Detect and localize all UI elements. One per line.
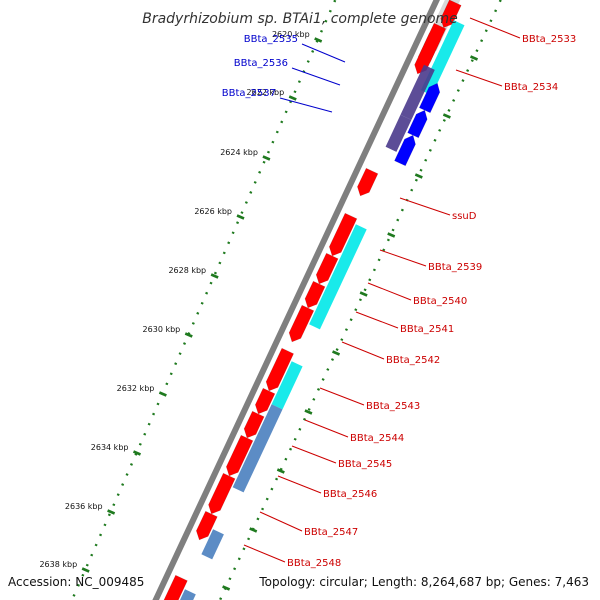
outer-tick-mark bbox=[249, 527, 258, 533]
forward-cds-bar bbox=[309, 224, 367, 330]
kbp-ticks: 2620 kbp 2622 kbp 2624 kbp 2626 kbp 2628 kbp… bbox=[39, 30, 479, 591]
forward-gene-arrow bbox=[288, 304, 315, 343]
label-leader-line bbox=[341, 341, 385, 360]
gene-label: BBta_2543 bbox=[366, 401, 420, 412]
forward-gene-arrow bbox=[440, 0, 462, 28]
gene-label: BBta_2544 bbox=[350, 433, 404, 444]
kbp-tick-mark bbox=[288, 95, 297, 101]
reverse-gene-arrow bbox=[407, 109, 428, 139]
outer-tick-mark bbox=[222, 585, 231, 591]
forward-gene-arrow bbox=[225, 434, 254, 477]
label-leader-line bbox=[259, 511, 303, 532]
map-title: Bradyrhizobium sp. BTAi1, complete genom… bbox=[142, 11, 458, 27]
kbp-tick-mark bbox=[81, 567, 90, 573]
outer-tick-mark bbox=[470, 55, 479, 61]
gene-label: BBta_2545 bbox=[338, 459, 392, 470]
label-leaders bbox=[243, 17, 521, 563]
kbp-tick-mark bbox=[184, 332, 193, 338]
label-leader-line bbox=[379, 249, 427, 267]
outer-tick-mark bbox=[304, 409, 313, 415]
backbone bbox=[152, 0, 440, 600]
kbp-tick-mark bbox=[107, 509, 116, 515]
outer-tick-mark bbox=[276, 468, 285, 474]
reverse-cds-bar bbox=[400, 64, 435, 120]
gene-features bbox=[163, 0, 465, 600]
kbp-tick-mark bbox=[314, 37, 323, 43]
dotted-guides bbox=[70, 0, 502, 600]
forward-gene-arrow bbox=[163, 574, 188, 600]
dotted-guide-line bbox=[70, 0, 337, 600]
gene-label: BBta_2547 bbox=[304, 527, 358, 538]
label-leader-line bbox=[399, 197, 451, 216]
kbp-tick-label: 2630 kbp bbox=[143, 325, 181, 334]
kbp-tick-mark bbox=[132, 450, 142, 456]
gene-label: BBta_2542 bbox=[386, 355, 440, 366]
other-cds-bar bbox=[232, 404, 283, 493]
label-leader-line bbox=[455, 69, 503, 87]
kbp-tick-mark bbox=[262, 155, 271, 161]
label-leader-line bbox=[304, 419, 349, 438]
label-leader-line bbox=[279, 97, 333, 113]
forward-gene-arrow bbox=[328, 212, 358, 257]
other-cds-bar bbox=[201, 529, 224, 560]
gene-label: BBta_2546 bbox=[323, 489, 377, 500]
forward-gene-arrow bbox=[243, 410, 265, 439]
gene-label: BBta_2541 bbox=[400, 324, 454, 335]
forward-cds-bar bbox=[420, 20, 465, 96]
outer-tick-mark bbox=[359, 291, 368, 297]
gene-label: BBta_2537 bbox=[222, 88, 276, 99]
gene-label: BBta_2533 bbox=[522, 34, 576, 45]
forward-gene-arrow bbox=[357, 167, 379, 197]
outer-tick-mark bbox=[332, 350, 341, 356]
kbp-tick-label: 2620 kbp bbox=[272, 30, 310, 39]
kbp-tick-label: 2634 kbp bbox=[91, 443, 129, 452]
label-leader-line bbox=[291, 445, 337, 464]
accession-text: Accession: NC_009485 bbox=[8, 575, 144, 589]
label-leader-line bbox=[243, 544, 286, 563]
kbp-tick-mark bbox=[158, 391, 167, 397]
kbp-tick-label: 2628 kbp bbox=[168, 266, 206, 275]
outer-tick-mark bbox=[414, 173, 423, 179]
gene-label: BBta_2548 bbox=[287, 558, 341, 569]
gene-labels: BBta_2535 BBta_2536 BBta_2537 BBta_2533 BBta… bbox=[222, 34, 576, 569]
gene-label: BBta_2540 bbox=[413, 296, 467, 307]
outer-tick-mark bbox=[442, 113, 451, 119]
dotted-guide-line bbox=[218, 0, 502, 600]
gene-label: BBta_2535 bbox=[244, 34, 298, 45]
label-leader-line bbox=[277, 475, 322, 494]
label-leader-line bbox=[367, 282, 412, 301]
gene-label: BBta_2539 bbox=[428, 262, 482, 273]
forward-gene-arrow bbox=[315, 252, 339, 285]
other-cds-bar bbox=[179, 589, 196, 600]
kbp-tick-mark bbox=[210, 273, 219, 279]
label-leader-line bbox=[301, 43, 346, 63]
forward-gene-arrow bbox=[208, 472, 236, 515]
label-leader-line bbox=[319, 387, 365, 406]
forward-gene-arrow bbox=[195, 510, 218, 541]
kbp-tick-label: 2638 kbp bbox=[39, 560, 77, 569]
topology-summary: Topology: circular; Length: 8,264,687 bp… bbox=[258, 575, 589, 589]
kbp-tick-label: 2624 kbp bbox=[220, 148, 258, 157]
forward-gene-arrow bbox=[265, 347, 294, 392]
kbp-tick-mark bbox=[236, 214, 245, 220]
gene-label: ssuD bbox=[452, 211, 477, 222]
gene-label: BBta_2536 bbox=[234, 58, 288, 69]
label-leader-line bbox=[355, 311, 399, 329]
reverse-gene-arrow bbox=[418, 82, 441, 114]
label-leader-line bbox=[291, 67, 341, 86]
kbp-tick-label: 2622 kbp bbox=[247, 88, 285, 97]
forward-gene-arrow bbox=[304, 280, 326, 309]
kbp-tick-label: 2636 kbp bbox=[65, 502, 103, 511]
label-leader-line bbox=[469, 17, 521, 39]
kbp-tick-label: 2632 kbp bbox=[117, 384, 155, 393]
forward-cds-bar bbox=[271, 361, 303, 410]
kbp-tick-label: 2626 kbp bbox=[194, 207, 232, 216]
gene-label: BBta_2534 bbox=[504, 82, 558, 93]
reverse-cds-bar bbox=[385, 114, 412, 152]
outer-tick-mark bbox=[387, 232, 396, 238]
reverse-gene-arrow bbox=[394, 134, 416, 167]
backbone-track bbox=[152, 0, 440, 600]
forward-gene-arrow bbox=[254, 387, 276, 415]
